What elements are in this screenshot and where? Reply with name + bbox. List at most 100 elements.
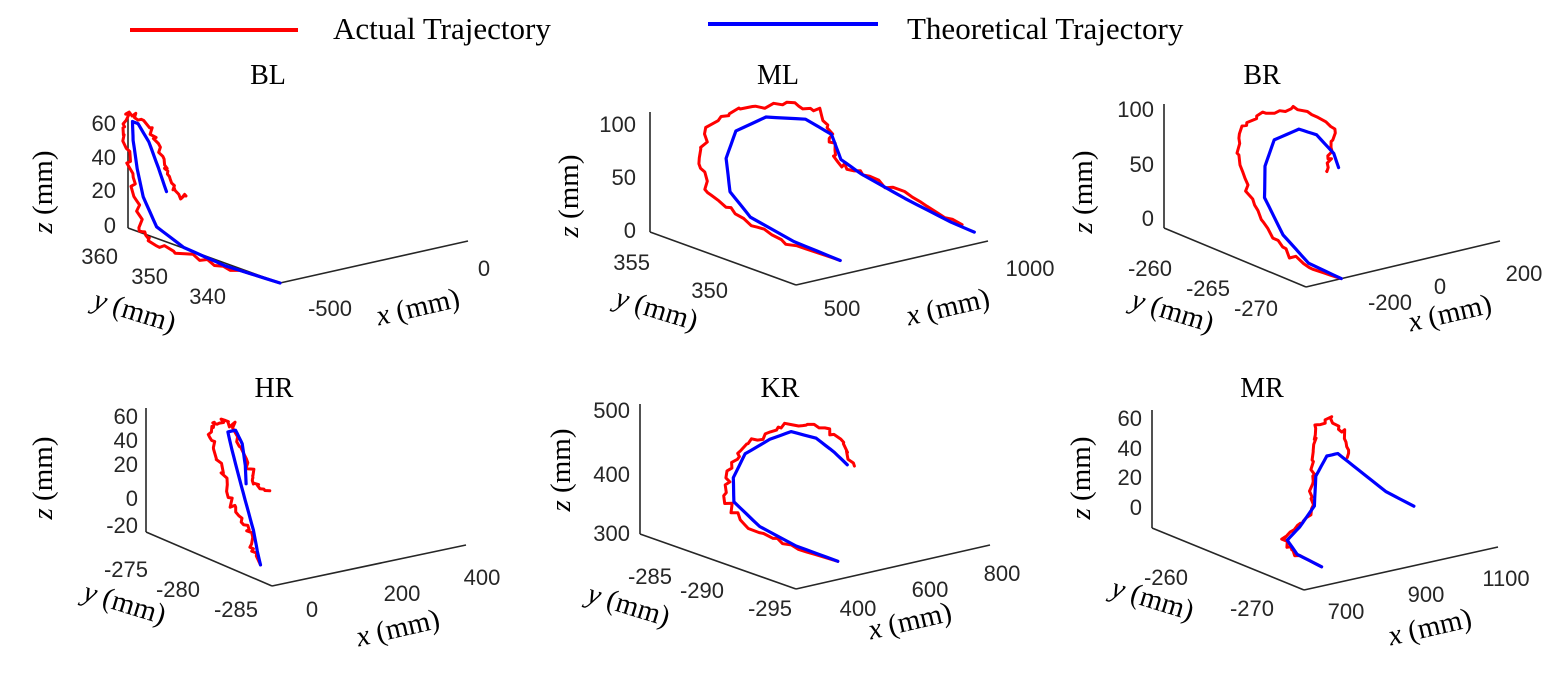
x-tick: 1100 [1482,566,1529,591]
z-tick: 0 [104,213,116,238]
series-theoretical [130,119,282,285]
z-axis-label: z (mm) [27,151,59,235]
y-tick: -285 [214,597,258,622]
panel-ml: ML 100 50 0 355 350 500 1000 z (mm) y (m… [553,60,1054,337]
x-axis-line [795,240,989,286]
series-actual [206,417,272,567]
series-theoretical [731,430,849,563]
y-axis-line [1151,527,1305,591]
y-tick: 350 [131,264,168,289]
series-actual [1280,415,1351,569]
legend: Actual Trajectory Theoretical Trajectory [130,11,1184,46]
x-axis-label: x (mm) [1404,288,1495,338]
panel-title: KR [761,373,800,404]
series-actual [722,421,856,563]
x-tick: 700 [1328,599,1365,624]
z-axis-label: z (mm) [27,437,59,521]
y-tick: -290 [680,578,724,603]
z-tick: 20 [114,452,138,477]
series-theoretical [1262,127,1343,281]
y-tick: 360 [81,244,118,269]
z-tick: 0 [624,218,636,243]
x-axis-line [1303,546,1499,591]
y-tick: -260 [1144,565,1188,590]
z-tick: 60 [92,111,116,136]
x-axis-line [795,544,991,590]
y-tick: -270 [1234,296,1278,321]
legend-theoretical-label: Theoretical Trajectory [907,11,1184,46]
z-tick: 0 [1130,495,1142,520]
panel-title: BR [1243,60,1281,91]
x-tick: 900 [1408,582,1445,607]
z-axis-label: z (mm) [553,155,585,239]
series-theoretical [724,115,976,263]
panel-bl: BL 60 40 20 0 360 350 340 -500 0 z (mm) … [27,60,490,339]
z-tick: -20 [106,513,138,538]
z-tick: 20 [92,178,116,203]
y-axis-label: y (mm) [609,281,702,337]
y-tick: -265 [1186,276,1230,301]
x-axis-label: x (mm) [902,282,993,332]
z-tick: 50 [612,165,636,190]
x-tick: 200 [1506,261,1543,286]
panel-mr: MR 60 40 20 0 -260 -270 700 900 1100 z (… [1065,373,1530,653]
x-tick: 0 [306,597,318,622]
y-tick: 340 [189,284,226,309]
z-tick: 400 [593,462,630,487]
panel-title: BL [250,60,286,91]
series-theoretical [226,428,263,567]
x-axis-line [271,544,467,587]
x-tick: 800 [984,561,1021,586]
x-tick: 400 [464,565,501,590]
panel-title: HR [255,373,294,404]
z-axis-label: z (mm) [545,429,577,513]
z-axis-label: z (mm) [1065,437,1097,521]
z-tick: 50 [1130,152,1154,177]
y-axis-line [1163,227,1307,288]
y-tick: -275 [104,557,148,582]
series-actual [697,100,964,262]
x-tick: 1000 [1006,256,1055,281]
x-tick: -500 [308,296,352,321]
z-tick: 40 [92,145,116,170]
panel-br: BR 100 50 0 -260 -265 -270 -200 0 200 z … [1067,60,1542,339]
z-tick: 100 [599,112,636,137]
series-actual [121,110,282,285]
panel-title: ML [757,60,799,91]
x-axis-label: x (mm) [352,603,443,653]
y-tick: -280 [156,577,200,602]
x-tick: 200 [384,581,421,606]
y-tick: -260 [1128,256,1172,281]
x-tick: 0 [478,256,490,281]
z-tick: 0 [1142,206,1154,231]
y-tick: -295 [748,596,792,621]
x-tick: 600 [912,577,949,602]
legend-actual-label: Actual Trajectory [333,11,551,46]
y-axis-label: y (mm) [87,283,180,339]
y-tick: 350 [691,278,728,303]
z-axis-label: z (mm) [1067,151,1099,235]
x-tick: 400 [840,596,877,621]
series-theoretical [1285,451,1416,569]
series-actual [1235,105,1343,281]
z-tick: 40 [114,428,138,453]
z-tick: 60 [1118,406,1142,431]
x-tick: -200 [1368,290,1412,315]
x-axis-line [1305,240,1501,288]
x-tick: 500 [824,296,861,321]
z-tick: 300 [593,521,630,546]
z-tick: 500 [593,398,630,423]
y-tick: 355 [613,250,650,275]
panel-title: MR [1240,373,1284,404]
z-tick: 40 [1118,436,1142,461]
y-axis-line [639,533,797,590]
x-tick: 0 [1434,274,1446,299]
x-axis-label: x (mm) [372,282,463,332]
y-tick: -285 [628,564,672,589]
y-tick: -270 [1230,596,1274,621]
x-axis-label: x (mm) [1384,602,1475,652]
x-axis-label: x (mm) [864,596,955,646]
z-tick: 60 [114,404,138,429]
z-tick: 100 [1117,97,1154,122]
